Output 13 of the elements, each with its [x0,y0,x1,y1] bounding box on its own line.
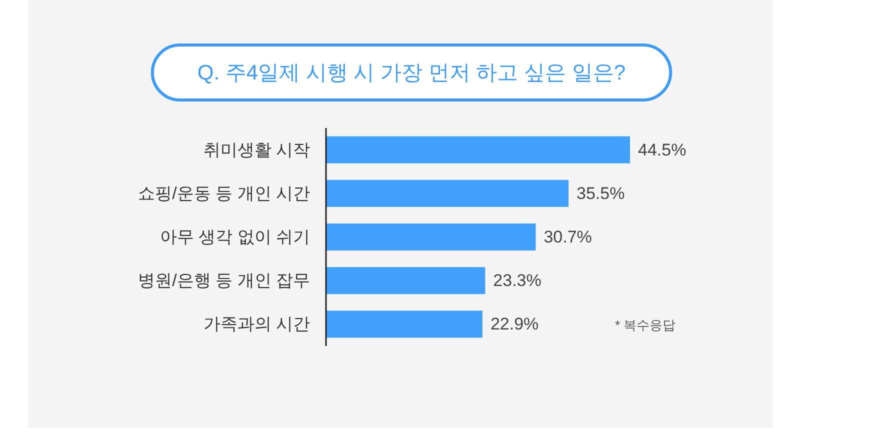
y-tick-label: 쇼핑/운동 등 개인 시간 [138,184,310,203]
y-tick-label: 아무 생각 없이 쉬기 [160,228,310,246]
data-label: 22.9% [490,314,539,334]
annotation: * 복수응답 [615,318,676,332]
title: Q. 주4일제 시행 시 가장 먼저 하고 싶은 일은? [150,44,672,102]
data-label: 44.5% [638,140,686,160]
y-tick-label: 가족과의 시간 [203,314,310,334]
chart-title: Q. 주4일제 시행 시 가장 먼저 하고 싶은 일은? [197,62,626,84]
data-label: 23.3% [493,271,542,290]
y-tick-label: 병원/은행 등 개인 잡무 [138,271,310,290]
y-tick-label: 취미생활 시작 [203,140,310,160]
data-label: 30.7% [544,228,592,246]
data-label: 35.5% [576,184,625,203]
